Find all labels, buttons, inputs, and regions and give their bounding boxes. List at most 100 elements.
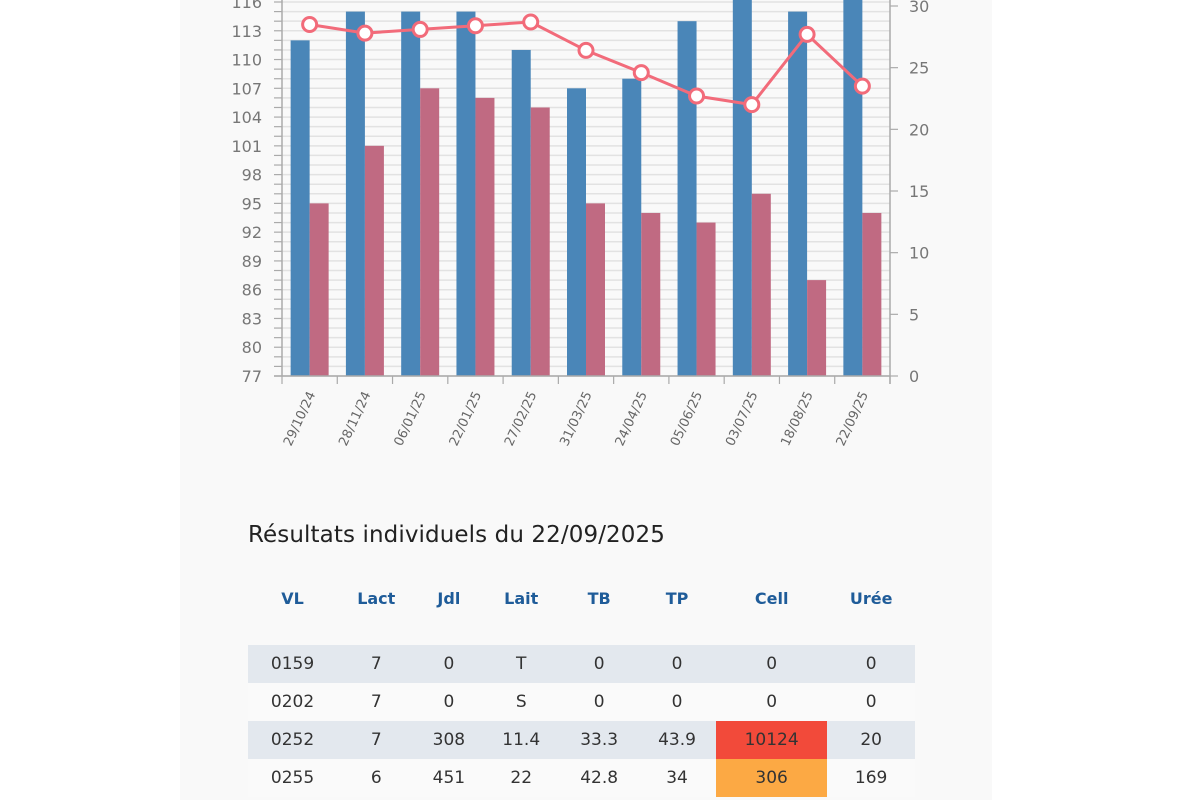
- blue-bar: [345, 11, 365, 376]
- left-axis-tick-label: 95: [242, 194, 262, 213]
- blue-bar: [511, 49, 531, 376]
- cell-tb: 42.8: [560, 759, 639, 797]
- right-axis-tick-label: 20: [909, 120, 929, 139]
- table-row[interactable]: 0255 6 451 22 42.8 34 306 169: [248, 759, 915, 797]
- pink-bar: [696, 222, 716, 376]
- right-axis-tick-label: 30: [909, 0, 929, 16]
- results-table: VL Lact Jdl Lait TB TP Cell Urée 0159 7 0 T…: [248, 580, 915, 797]
- left-axis-tick-label: 89: [242, 252, 262, 271]
- pink-bar: [364, 145, 384, 376]
- cell-tp: 0: [638, 645, 716, 683]
- table-row[interactable]: 0202 7 0 S 0 0 0 0: [248, 683, 915, 721]
- cell-lact: 7: [337, 683, 416, 721]
- pink-bar: [641, 212, 661, 376]
- pink-bar: [862, 212, 882, 376]
- blue-bar: [401, 11, 421, 376]
- line-point: [577, 41, 595, 59]
- milk-results-chart: 77 80 83 86 89 92 95 98 101 104 107 110 113 116 0 5 10 15…: [231, 0, 929, 449]
- cell-uree: 0: [827, 683, 915, 721]
- cell-jdl: 451: [415, 759, 483, 797]
- left-axis-tick-label: 116: [231, 0, 262, 12]
- cell-lait: S: [482, 683, 561, 721]
- cell-cell: 0: [715, 645, 828, 683]
- x-axis-tick-label: 03/07/25: [723, 389, 761, 448]
- line-point: [853, 77, 871, 95]
- line-point: [632, 64, 650, 82]
- left-axis-tick-label: 80: [242, 338, 262, 357]
- x-axis-tick-label: 29/10/24: [281, 389, 319, 448]
- blue-bar: [732, 0, 752, 376]
- column-header-uree[interactable]: Urée: [849, 588, 893, 608]
- cell-lait: T: [482, 645, 561, 683]
- left-axis-tick-label: 86: [242, 281, 262, 300]
- x-axis-tick-label: 31/03/25: [557, 389, 595, 448]
- cell-lact: 6: [337, 759, 416, 797]
- left-axis-tick-label: 107: [231, 79, 262, 98]
- cell-tb: 0: [560, 683, 639, 721]
- pink-bar: [751, 193, 771, 376]
- cell-jdl: 0: [415, 683, 483, 721]
- line-point: [798, 25, 816, 43]
- column-header-tp[interactable]: TP: [665, 588, 689, 608]
- left-axis-tick-label: 113: [231, 22, 262, 41]
- column-header-tb[interactable]: TB: [587, 588, 611, 608]
- cell-cell: 0: [715, 683, 828, 721]
- cell-cell: 306: [715, 759, 828, 797]
- right-axis-tick-label: 5: [909, 305, 919, 324]
- blue-bar: [456, 11, 476, 376]
- cell-jdl: 308: [415, 721, 483, 759]
- right-axis-tick-label: 0: [909, 367, 919, 386]
- cell-uree: 20: [827, 721, 915, 759]
- left-axis-tick-label: 77: [242, 367, 262, 386]
- chart-line: [301, 13, 871, 114]
- cell-lact: 7: [337, 645, 416, 683]
- cell-lait: 11.4: [482, 721, 561, 759]
- x-axis-tick-label: 24/04/25: [613, 389, 651, 448]
- left-axis-tick-label: 110: [231, 51, 262, 70]
- cell-tp: 34: [638, 759, 716, 797]
- cell-tp: 43.9: [638, 721, 716, 759]
- left-axis-tick-label: 104: [231, 108, 262, 127]
- pink-bar: [475, 97, 495, 377]
- cell-cell: 10124: [715, 721, 828, 759]
- blue-bar: [290, 40, 310, 376]
- x-axis-tick-label: 22/09/25: [834, 389, 872, 448]
- cell-vl: 0159: [248, 645, 338, 683]
- pink-bar: [586, 203, 605, 376]
- results-title: Résultats individuels du 22/09/2025: [248, 522, 665, 548]
- x-axis-tick-label: 05/06/25: [668, 389, 706, 448]
- pink-bar: [309, 203, 329, 376]
- blue-bar: [788, 11, 808, 376]
- pink-bar: [420, 88, 440, 377]
- table-row[interactable]: 0252 7 308 11.4 33.3 43.9 10124 20: [248, 721, 915, 759]
- cell-uree: 0: [827, 645, 915, 683]
- right-axis-tick-label: 15: [909, 182, 929, 201]
- x-axis-tick-label: 06/01/25: [392, 389, 430, 448]
- line-point: [522, 13, 540, 31]
- cell-tb: 0: [560, 645, 639, 683]
- x-axis-tick-label: 27/02/25: [502, 389, 540, 448]
- cell-jdl: 0: [415, 645, 483, 683]
- cell-vl: 0255: [248, 759, 338, 797]
- right-axis-tick-label: 10: [909, 244, 929, 263]
- cell-tb: 33.3: [560, 721, 639, 759]
- x-axis-tick-label: 28/11/24: [336, 389, 374, 448]
- column-header-vl[interactable]: VL: [281, 588, 304, 608]
- header-spacer: [248, 616, 915, 645]
- cell-lait: 22: [482, 759, 561, 797]
- column-header-jdl[interactable]: Jdl: [437, 588, 461, 608]
- column-header-lact[interactable]: Lact: [357, 588, 396, 608]
- cell-vl: 0252: [248, 721, 338, 759]
- blue-bar: [622, 78, 642, 376]
- line-point: [688, 87, 706, 105]
- line-point: [356, 24, 374, 42]
- column-header-cell[interactable]: Cell: [754, 588, 789, 608]
- line-point: [411, 20, 429, 38]
- left-axis-tick-label: 83: [242, 309, 262, 328]
- chart-bars: [290, 0, 882, 377]
- blue-bar: [567, 88, 586, 377]
- line-point: [466, 17, 484, 35]
- column-header-lait[interactable]: Lait: [504, 588, 539, 608]
- cell-tp: 0: [638, 683, 716, 721]
- table-row[interactable]: 0159 7 0 T 0 0 0 0: [248, 645, 915, 683]
